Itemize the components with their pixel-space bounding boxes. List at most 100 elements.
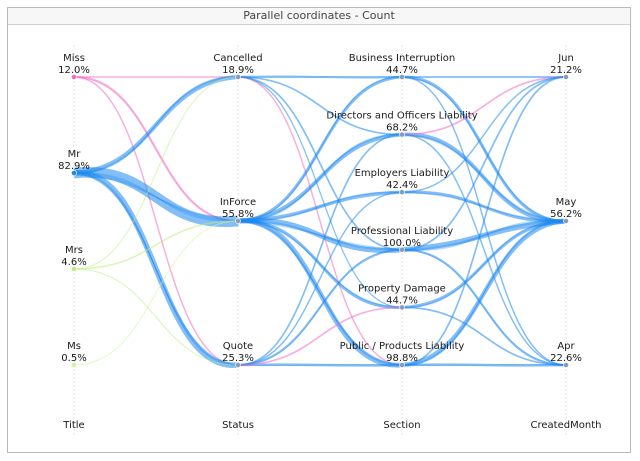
category-label: Ms <box>67 341 81 352</box>
category-marker <box>235 218 241 224</box>
category-percent: 22.6% <box>550 353 582 364</box>
category-percent: 12.0% <box>58 65 90 76</box>
axis-name: Section <box>383 420 420 431</box>
flow-line <box>401 76 567 136</box>
category-label: Business Interruption <box>349 53 456 64</box>
category-marker <box>235 362 241 368</box>
flow-line <box>401 134 567 222</box>
flow-line <box>237 134 403 222</box>
flow-line <box>237 220 403 366</box>
flow-line <box>73 268 239 366</box>
flow-group <box>73 74 567 368</box>
flow-line <box>237 76 403 251</box>
flow-line <box>401 75 567 223</box>
flow-line <box>401 219 567 309</box>
category-marker <box>399 131 405 138</box>
flow-line <box>237 249 403 366</box>
category-percent: 18.9% <box>222 65 254 76</box>
category-marker <box>399 74 405 80</box>
category-marker <box>71 74 77 80</box>
category-label: Jun <box>557 53 574 64</box>
flow-line <box>237 75 403 223</box>
category-percent: 4.6% <box>61 257 86 268</box>
flow-line <box>73 74 239 176</box>
flow-line <box>401 134 567 222</box>
flow-line <box>401 218 567 368</box>
flow-line <box>401 364 567 366</box>
flow-line <box>237 220 403 366</box>
flow-line <box>237 363 403 367</box>
flow-line <box>73 172 239 366</box>
flow-line <box>237 76 403 366</box>
flow-line <box>237 248 403 367</box>
category-label: Professional Liability <box>351 226 453 237</box>
category-percent: 82.9% <box>58 161 90 172</box>
flow-line <box>401 220 567 308</box>
flow-line <box>73 76 239 366</box>
category-percent: 0.5% <box>61 353 86 364</box>
category-percent: 98.8% <box>386 353 418 364</box>
flow-line <box>237 76 403 309</box>
category-label: May <box>556 197 577 208</box>
category-label: Cancelled <box>213 53 262 64</box>
flow-line <box>73 220 239 270</box>
category-label: Miss <box>63 53 85 64</box>
flow-line <box>401 76 567 222</box>
category-marker <box>563 74 569 80</box>
flow-line <box>401 190 567 223</box>
flow-line <box>73 76 239 174</box>
category-marker <box>399 304 405 311</box>
flow-line <box>73 172 239 366</box>
chart-title: Parallel coordinates - Count <box>8 8 630 25</box>
flow-line <box>237 76 403 222</box>
flow-line <box>237 191 403 366</box>
flow-line <box>73 172 239 366</box>
flow-line <box>401 134 567 222</box>
flow-line <box>401 220 567 308</box>
category-percent: 68.2% <box>386 123 418 134</box>
category-marker <box>563 218 569 224</box>
category-marker <box>71 266 77 272</box>
category-marker <box>71 362 77 368</box>
flow-line <box>237 364 403 366</box>
flow-line <box>237 218 403 368</box>
flow-line <box>401 133 567 366</box>
category-marker <box>71 170 77 176</box>
flow-line <box>237 76 403 78</box>
category-percent: 21.2% <box>550 65 582 76</box>
flow-line <box>401 220 567 366</box>
flow-line <box>237 133 403 366</box>
category-percent: 100.0% <box>383 238 421 249</box>
category-percent: 56.2% <box>550 209 582 220</box>
flow-line <box>401 76 567 366</box>
flow-line <box>237 220 403 366</box>
flow-line <box>401 220 567 251</box>
category-percent: 44.7% <box>386 295 418 306</box>
flow-line <box>401 363 567 367</box>
category-marker <box>235 74 241 80</box>
flow-line <box>237 217 403 254</box>
category-marker <box>399 362 405 368</box>
flow-line <box>237 132 403 223</box>
flow-line <box>73 172 239 222</box>
flow-line <box>73 172 239 222</box>
flow-line <box>401 76 567 193</box>
flow-line <box>73 76 239 270</box>
flow-line <box>73 220 239 366</box>
flow-line <box>401 191 567 222</box>
flow-line <box>401 306 567 366</box>
category-label: Property Damage <box>358 283 446 294</box>
flow-line <box>401 220 567 366</box>
flow-line <box>401 132 567 223</box>
category-label: InForce <box>220 197 256 208</box>
axis-name: Status <box>222 420 254 431</box>
category-label: Mr <box>68 149 82 160</box>
axis-name: CreatedMonth <box>531 420 602 431</box>
category-label: Employers Liability <box>355 168 450 179</box>
category-percent: 44.7% <box>386 65 418 76</box>
axis-name: Title <box>62 420 84 431</box>
category-percent: 42.4% <box>386 180 418 191</box>
category-percent: 25.3% <box>222 353 254 364</box>
flow-line <box>73 172 239 222</box>
